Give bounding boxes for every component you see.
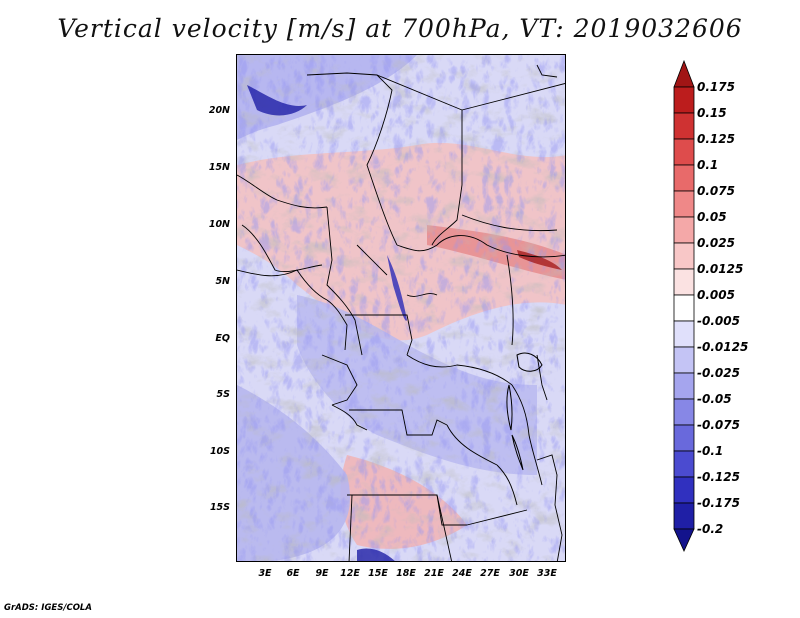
credit-text: GrADS: IGES/COLA (4, 603, 92, 613)
colorbar-bottom-arrow (673, 528, 695, 552)
colorbar-label: 0.1 (697, 158, 719, 172)
lat-label-eq: EQ (215, 333, 230, 344)
colorbar-label: 0.15 (697, 106, 727, 120)
lon-label-30e: 30E (509, 568, 529, 579)
colorbar-cell (673, 138, 695, 166)
lon-label-9e: 9E (315, 568, 329, 579)
colorbar-label: 0.125 (697, 132, 735, 146)
colorbar-label: -0.1 (697, 444, 724, 458)
colorbar-top-arrow (673, 60, 695, 88)
lon-label-12e: 12E (340, 568, 360, 579)
colorbar (673, 60, 695, 552)
lat-label-15n: 15N (208, 162, 230, 173)
country-borders (237, 64, 565, 561)
colorbar-label: -0.05 (697, 392, 732, 406)
lon-label-33e: 33E (537, 568, 557, 579)
colorbar-label: 0.05 (697, 210, 727, 224)
colorbar-label: -0.075 (697, 418, 740, 432)
colorbar-label: -0.025 (697, 366, 740, 380)
colorbar-label: 0.0125 (697, 262, 744, 276)
colorbar-cell (673, 502, 695, 530)
colorbar-cell (673, 216, 695, 244)
lat-label-10s: 10S (209, 446, 230, 457)
colorbar-label: 0.175 (697, 80, 735, 94)
lat-label-10n: 10N (208, 219, 230, 230)
lon-label-15e: 15E (368, 568, 388, 579)
colorbar-label: 0.075 (697, 184, 735, 198)
lon-label-24e: 24E (452, 568, 472, 579)
colorbar-label: -0.2 (697, 522, 724, 536)
colorbar-cell (673, 268, 695, 296)
colorbar-cell (673, 242, 695, 270)
colorbar-cell (673, 346, 695, 374)
lat-label-15s: 15S (209, 502, 230, 513)
colorbar-cell (673, 450, 695, 478)
colorbar-cell (673, 476, 695, 504)
colorbar-cell (673, 86, 695, 114)
colorbar-cell (673, 424, 695, 452)
colorbar-label: -0.125 (697, 470, 740, 484)
lon-label-27e: 27E (480, 568, 500, 579)
colorbar-label: -0.005 (697, 314, 740, 328)
lon-label-3e: 3E (258, 568, 272, 579)
colorbar-cell (673, 112, 695, 140)
chart-title: Vertical velocity [m/s] at 700hPa, VT: 2… (57, 14, 743, 43)
colorbar-cell (673, 164, 695, 192)
lat-label-5s: 5S (216, 389, 230, 400)
colorbar-cell (673, 398, 695, 426)
colorbar-label: 0.005 (697, 288, 735, 302)
lon-label-18e: 18E (396, 568, 416, 579)
lakes (506, 352, 543, 471)
lat-label-5n: 5N (215, 276, 230, 287)
colorbar-label: -0.175 (697, 496, 740, 510)
colorbar-cell (673, 190, 695, 218)
lon-label-6e: 6E (286, 568, 300, 579)
lat-label-20n: 20N (208, 105, 230, 116)
lon-label-21e: 21E (424, 568, 444, 579)
vertical-velocity-field (237, 55, 565, 561)
colorbar-label: -0.0125 (697, 340, 749, 354)
colorbar-cell (673, 294, 695, 322)
colorbar-cell (673, 320, 695, 348)
colorbar-label: 0.025 (697, 236, 735, 250)
map-panel (236, 54, 566, 562)
colorbar-cell (673, 372, 695, 400)
